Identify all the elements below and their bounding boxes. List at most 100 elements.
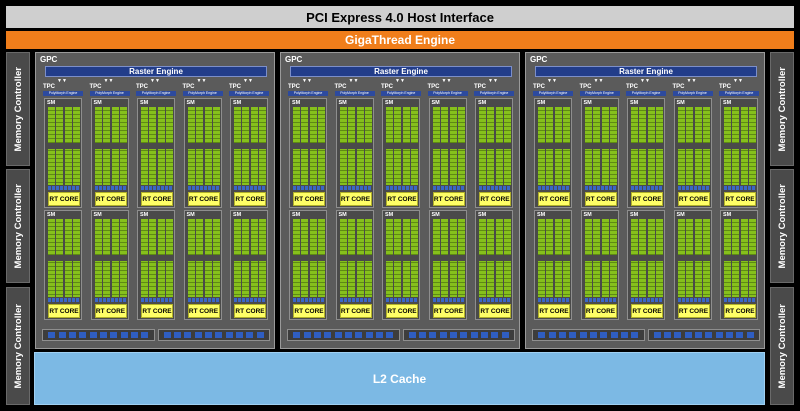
tpc-arrow-icon: ▼▼ <box>441 78 452 84</box>
cuda-cores <box>631 107 663 185</box>
ld-st-units <box>94 186 127 190</box>
strip-cell <box>313 332 321 338</box>
strip-cell <box>439 332 447 338</box>
ld-st-units <box>94 298 127 302</box>
strip-cell <box>419 332 427 338</box>
sm: SM RT CORE <box>673 98 712 208</box>
rt-core-label: RT CORE <box>725 307 755 315</box>
sm: SM RT CORE <box>627 98 665 208</box>
raster-engine-label: Raster Engine <box>129 67 183 76</box>
gpc-bottom-strip <box>287 329 515 341</box>
tpc-arrow-icon: ▼▼ <box>348 78 359 84</box>
sm: SM RT CORE <box>90 98 129 208</box>
ld-st-units <box>479 186 511 190</box>
cuda-cores <box>538 107 570 185</box>
strip-segment <box>287 329 400 341</box>
sm-label: SM <box>385 100 394 106</box>
strip-cell <box>246 332 254 338</box>
core-divider <box>538 143 570 149</box>
rt-core: RT CORE <box>386 192 418 206</box>
ld-st-units <box>141 298 173 302</box>
tpc-label: TPC <box>719 84 731 90</box>
rt-core-label: RT CORE <box>539 195 569 203</box>
rt-core-label: RT CORE <box>433 307 464 315</box>
tpc: ▼▼ TPC PolyMorph Engine SM RT CORE SM RT CORE <box>379 78 423 320</box>
sm: SM RT CORE <box>183 98 222 208</box>
memory-controller-left-2: Memory Controller <box>6 169 30 283</box>
cuda-cores <box>631 219 663 297</box>
sm: SM RT CORE <box>382 210 420 320</box>
raster-engine-label: Raster Engine <box>619 67 673 76</box>
memory-controller-right-2: Memory Controller <box>770 169 794 283</box>
tpc: ▼▼ TPC PolyMorph Engine SM RT CORE SM RT CORE <box>531 79 575 320</box>
memory-controller-label: Memory Controller <box>12 303 24 389</box>
rt-core: RT CORE <box>386 304 418 318</box>
tpc-arrow-icon: ▼▼ <box>488 78 498 84</box>
raster-engine: Raster Engine <box>290 66 512 77</box>
tpc-label: TPC <box>334 84 347 90</box>
sm: SM RT CORE <box>335 98 374 208</box>
ld-st-units <box>432 186 465 190</box>
core-divider <box>141 143 173 149</box>
cuda-cores <box>386 219 418 297</box>
tpc-arrow-icon: ▼▼ <box>395 78 405 84</box>
rt-core-label: RT CORE <box>142 307 172 315</box>
tpc-label: TPC <box>136 84 148 90</box>
strip-cell <box>548 332 556 338</box>
sm-label: SM <box>186 100 195 106</box>
rt-core-label: RT CORE <box>433 195 464 203</box>
sm: SM RT CORE <box>90 210 129 320</box>
strip-cell <box>334 332 342 338</box>
ld-st-units <box>339 186 372 190</box>
tpc: ▼▼ TPC PolyMorph Engine SM RT CORE SM RT CORE <box>578 79 622 320</box>
cuda-cores <box>538 219 570 297</box>
pcie-host-interface: PCI Express 4.0 Host Interface <box>6 6 794 28</box>
sm: SM RT CORE <box>580 98 619 208</box>
strip-cell <box>664 332 672 338</box>
strip-cell <box>569 332 577 338</box>
sm: SM RT CORE <box>580 210 619 320</box>
sm-label: SM <box>537 100 546 106</box>
sm-label: SM <box>47 212 56 218</box>
ld-st-units <box>584 186 617 190</box>
polymorph-engine: PolyMorph Engine <box>381 91 421 96</box>
rt-core-label: RT CORE <box>340 195 371 203</box>
sm-label: SM <box>676 212 685 218</box>
ld-st-units <box>724 298 756 302</box>
ld-st-units <box>234 186 266 190</box>
rt-core-label: RT CORE <box>49 307 79 315</box>
core-divider <box>631 143 663 149</box>
ld-st-units <box>386 186 418 190</box>
strip-cell <box>293 332 301 338</box>
polymorph-engine: PolyMorph Engine <box>719 91 759 96</box>
ld-st-units <box>631 186 663 190</box>
core-divider <box>724 143 756 149</box>
gpc-bottom-strip <box>42 329 270 341</box>
strip-cell <box>450 332 458 338</box>
rt-core: RT CORE <box>141 192 173 206</box>
strip-cell <box>620 332 628 338</box>
cuda-cores <box>141 107 173 185</box>
sm-label: SM <box>431 100 440 106</box>
tpc-arrow-icon: ▼▼ <box>57 78 67 84</box>
tpc-label: TPC <box>229 84 241 90</box>
core-divider <box>386 255 418 261</box>
cuda-cores <box>724 107 756 185</box>
core-divider <box>48 255 80 261</box>
sm: SM RT CORE <box>720 210 758 320</box>
rt-core: RT CORE <box>293 192 325 206</box>
polymorph-engine: PolyMorph Engine <box>334 91 375 96</box>
pcie-label: PCI Express 4.0 Host Interface <box>306 9 494 25</box>
memory-controller-label: Memory Controller <box>12 66 24 152</box>
strip-cell <box>48 332 56 338</box>
sm: SM RT CORE <box>230 210 268 320</box>
cuda-cores <box>339 219 372 297</box>
core-divider <box>234 255 266 261</box>
gpc-label: GPC <box>285 55 303 64</box>
raster-engine: Raster Engine <box>535 66 757 77</box>
sm: SM RT CORE <box>44 98 82 208</box>
tpc-arrow-icon: ▼▼ <box>243 78 253 84</box>
strip-cell <box>746 332 754 338</box>
rt-core: RT CORE <box>339 304 372 318</box>
memory-controller-label: Memory Controller <box>776 66 788 152</box>
